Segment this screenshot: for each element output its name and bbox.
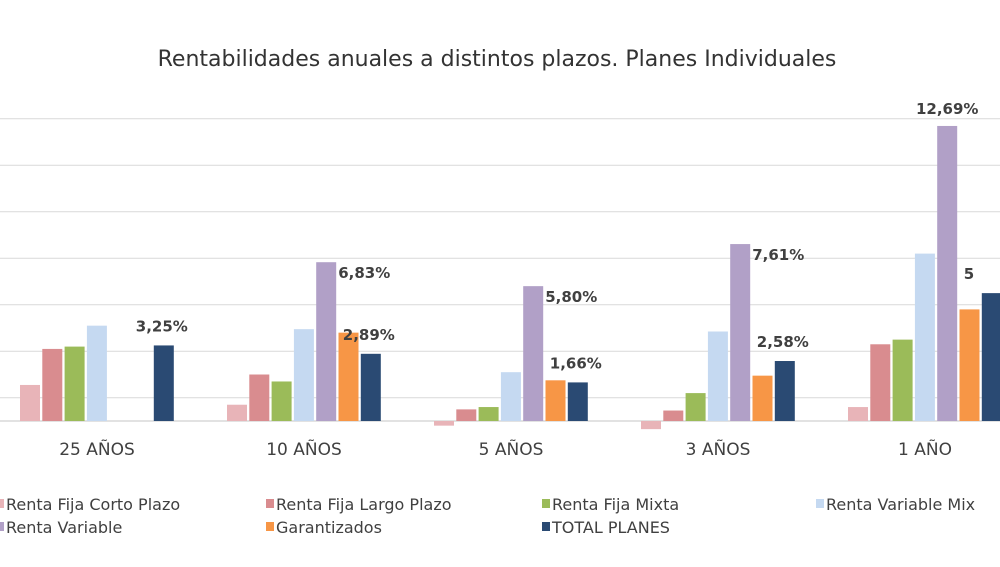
bar-total-planes: [567, 382, 588, 421]
legend-item: Renta Fija Largo Plazo: [266, 495, 452, 514]
legend-swatch: [0, 522, 4, 531]
bar-renta-fija-largo-plazo: [663, 410, 684, 421]
category-label: 25 AÑOS: [59, 438, 135, 460]
bar-total-planes: [153, 345, 174, 421]
bar-renta-fija-corto-plazo: [20, 384, 40, 421]
bar-garantizados: [338, 332, 359, 421]
legend-label: Renta Fija Mixta: [552, 495, 679, 514]
category-label: 10 AÑOS: [266, 438, 342, 460]
data-label: 7,61%: [752, 246, 804, 264]
bar-renta-fija-largo-plazo: [249, 374, 270, 421]
legend-item: Renta Fija Mixta: [542, 495, 679, 514]
bar-renta-variable: [316, 262, 337, 421]
data-label: 5: [964, 265, 974, 283]
chart-title: Rentabilidades anuales a distintos plazo…: [158, 47, 837, 72]
legend-label: Renta Variable Mix: [826, 495, 975, 514]
bar-renta-fija-largo-plazo: [870, 344, 891, 421]
data-label: 3,25%: [136, 317, 188, 335]
bar-renta-variable: [523, 286, 544, 421]
bar-renta-fija-corto-plazo: [641, 421, 661, 430]
category-label: 5 AÑOS: [479, 438, 544, 460]
legend-item: Garantizados: [266, 518, 382, 537]
bar-renta-variable-mix: [86, 325, 107, 421]
data-label: 2,58%: [757, 333, 809, 351]
legend-label: TOTAL PLANES: [551, 518, 670, 537]
bar-renta-fija-mixta: [478, 407, 499, 421]
bar-renta-variable: [730, 244, 751, 421]
legend-swatch: [542, 522, 550, 531]
legend-swatch: [816, 499, 824, 508]
data-label: 2,89%: [343, 326, 395, 344]
legend-label: Renta Variable: [6, 518, 122, 537]
bar-renta-fija-corto-plazo: [848, 407, 868, 421]
bar-renta-variable-mix: [914, 253, 935, 421]
category-label: 3 AÑOS: [686, 438, 751, 460]
data-label: 1,66%: [550, 354, 602, 372]
bar-garantizados: [545, 380, 566, 421]
data-label: 12,69%: [916, 100, 978, 118]
bar-renta-fija-largo-plazo: [42, 348, 63, 421]
legend-swatch: [266, 499, 274, 508]
bar-renta-fija-corto-plazo: [227, 404, 247, 421]
legend-swatch: [0, 499, 4, 508]
legend-label: Garantizados: [276, 518, 382, 537]
bar-renta-variable: [937, 125, 958, 422]
bar-total-planes: [360, 353, 381, 421]
legend-item: TOTAL PLANES: [542, 518, 670, 537]
data-label: 5,80%: [545, 288, 597, 306]
legend-item: Renta Variable: [0, 518, 122, 537]
bar-renta-variable-mix: [500, 372, 521, 421]
bar-garantizados: [959, 309, 980, 421]
bar-renta-fija-largo-plazo: [456, 409, 477, 421]
bar-renta-fija-corto-plazo: [434, 421, 454, 426]
bar-renta-fija-mixta: [685, 393, 706, 421]
bar-total-planes: [774, 361, 795, 421]
legend-label: Renta Fija Largo Plazo: [276, 495, 452, 514]
bar-garantizados: [752, 375, 773, 421]
legend-swatch: [542, 499, 550, 508]
bar-renta-fija-mixta: [64, 346, 85, 421]
bar-renta-variable-mix: [707, 331, 728, 421]
legend-swatch: [266, 522, 274, 531]
bar-renta-variable-mix: [293, 329, 314, 421]
legend-item: Renta Variable Mix: [816, 495, 975, 514]
bar-renta-fija-mixta: [892, 339, 913, 421]
category-label: 1 AÑO: [898, 438, 952, 460]
data-label: 6,83%: [338, 264, 390, 282]
legend-label: Renta Fija Corto Plazo: [6, 495, 180, 514]
bar-renta-fija-mixta: [271, 381, 292, 421]
bar-total-planes: [981, 293, 1000, 421]
legend-item: Renta Fija Corto Plazo: [0, 495, 180, 514]
